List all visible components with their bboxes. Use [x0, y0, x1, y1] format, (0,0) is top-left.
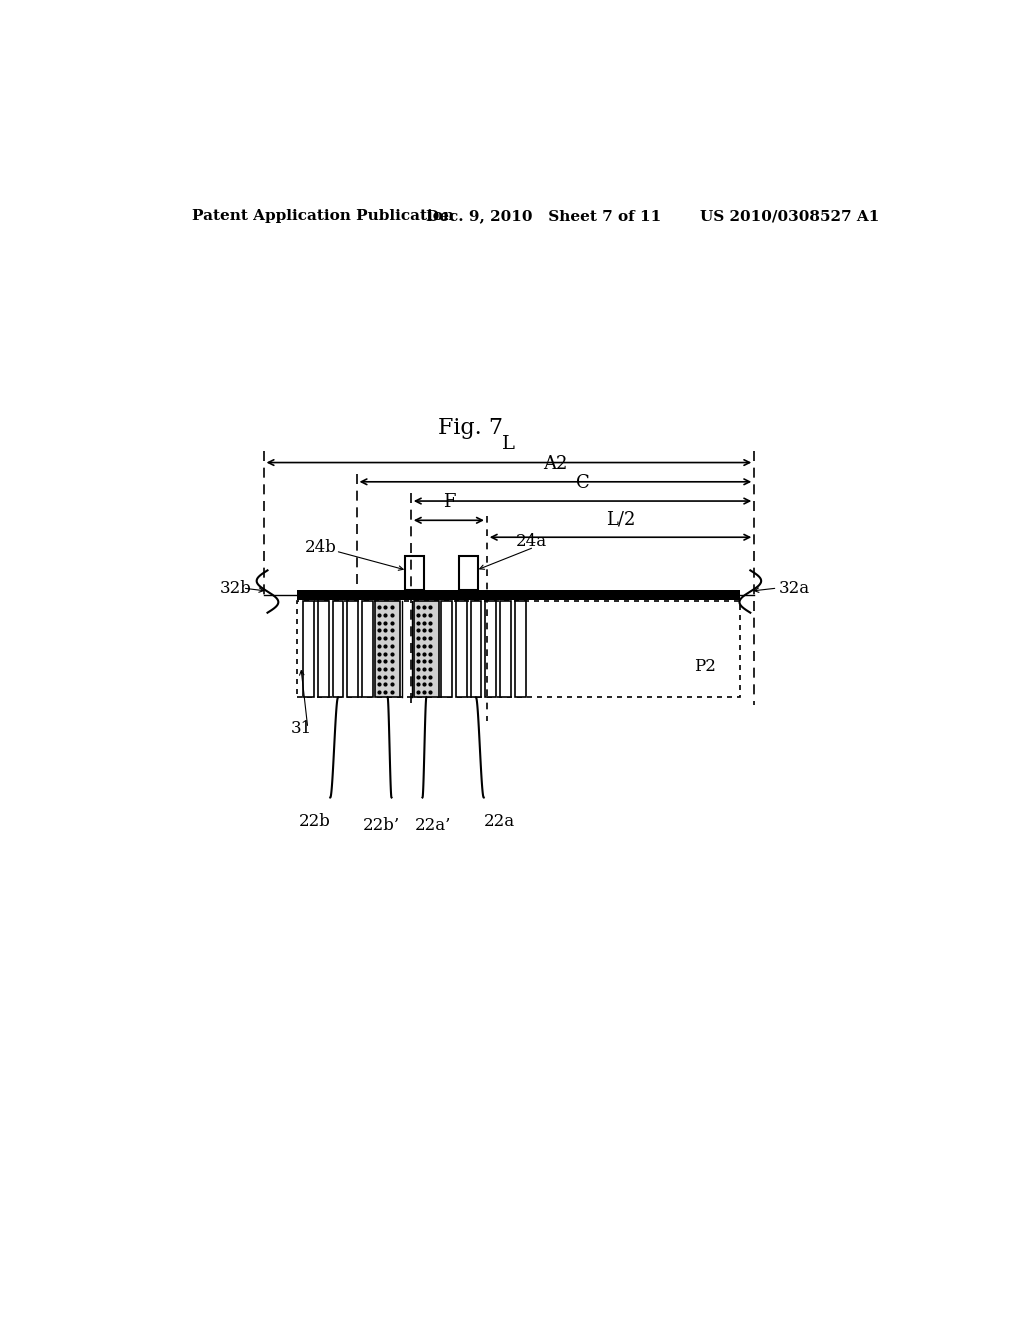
Bar — [333, 601, 343, 697]
Bar — [414, 601, 438, 697]
Text: US 2010/0308527 A1: US 2010/0308527 A1 — [700, 209, 880, 223]
Bar — [459, 557, 477, 590]
Text: 22b’: 22b’ — [362, 817, 400, 834]
Text: 24a: 24a — [515, 533, 547, 550]
Bar — [500, 601, 511, 697]
Bar — [515, 601, 525, 697]
Bar — [347, 601, 358, 697]
Bar — [375, 601, 400, 697]
Text: 22a’: 22a’ — [415, 817, 451, 834]
Bar — [441, 601, 452, 697]
Text: L: L — [503, 436, 515, 453]
Text: A2: A2 — [543, 454, 567, 473]
Text: 32a: 32a — [779, 579, 810, 597]
Text: 24b: 24b — [305, 539, 337, 556]
Bar — [471, 601, 481, 697]
Bar — [406, 557, 424, 590]
Text: F: F — [442, 494, 455, 511]
Text: 22a: 22a — [483, 813, 515, 830]
Bar — [362, 601, 373, 697]
Text: Fig. 7: Fig. 7 — [438, 417, 503, 438]
Bar — [297, 590, 740, 599]
Text: P2: P2 — [693, 659, 716, 675]
Text: 31: 31 — [291, 719, 312, 737]
Bar — [303, 601, 314, 697]
Text: Patent Application Publication: Patent Application Publication — [191, 209, 454, 223]
Text: 22b: 22b — [299, 813, 331, 830]
Bar — [317, 601, 329, 697]
Text: 32b: 32b — [219, 579, 251, 597]
Text: L/2: L/2 — [606, 510, 635, 528]
Bar — [297, 601, 740, 697]
Text: Dec. 9, 2010   Sheet 7 of 11: Dec. 9, 2010 Sheet 7 of 11 — [426, 209, 662, 223]
Bar — [456, 601, 467, 697]
Text: C: C — [575, 474, 590, 492]
Bar — [485, 601, 496, 697]
